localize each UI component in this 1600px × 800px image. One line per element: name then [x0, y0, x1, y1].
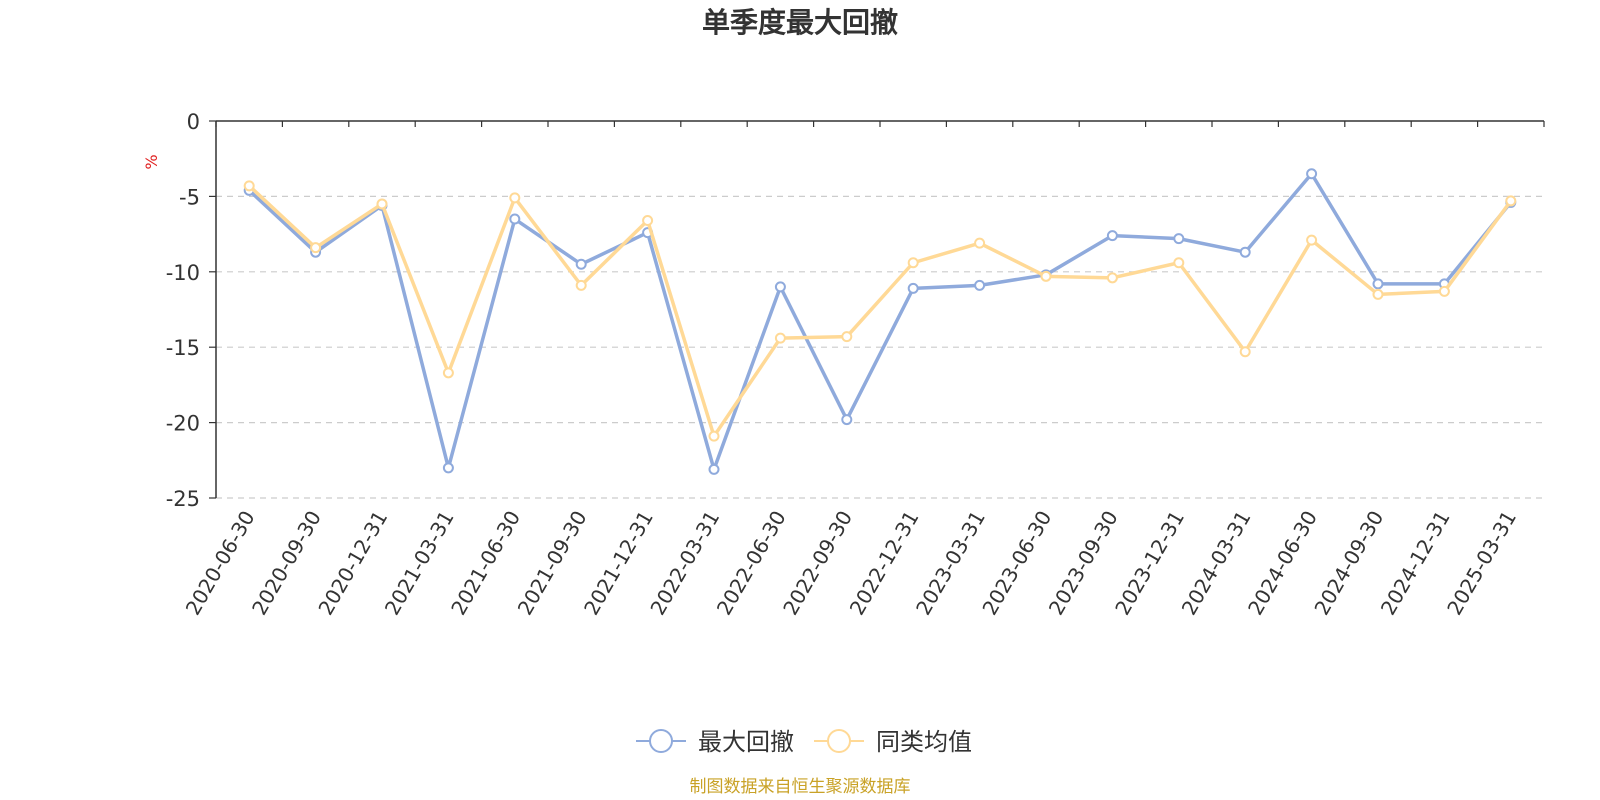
series-line: [248, 172, 1513, 472]
x-tick-label: 2023-09-30: [1044, 507, 1123, 620]
y-tick-label: -25: [166, 487, 200, 511]
legend-marker: [827, 729, 851, 753]
x-tick-label: 2022-09-30: [778, 507, 857, 620]
data-point[interactable]: [442, 462, 454, 474]
data-point[interactable]: [642, 215, 654, 227]
series-1: [243, 168, 1517, 475]
x-tick-label: 2022-12-31: [845, 507, 924, 620]
data-point[interactable]: [376, 198, 388, 210]
legend: 最大回撤 同类均值: [636, 728, 972, 756]
x-tick-label: 2023-03-31: [911, 507, 990, 620]
data-point[interactable]: [1173, 257, 1185, 269]
chart-title: 单季度最大回撤: [702, 6, 898, 39]
data-point[interactable]: [841, 331, 853, 343]
grid-lines: [216, 195, 1544, 499]
data-point[interactable]: [1239, 246, 1251, 258]
data-point[interactable]: [907, 257, 919, 269]
data-point[interactable]: [1239, 346, 1251, 358]
legend-label: 同类均值: [876, 728, 972, 756]
data-point[interactable]: [1040, 270, 1052, 282]
x-tick-label: 2021-06-30: [446, 507, 525, 620]
data-point[interactable]: [575, 279, 587, 291]
series-line: [248, 184, 1513, 438]
data-point[interactable]: [1372, 288, 1384, 300]
x-tick-label: 2020-12-31: [313, 507, 392, 620]
data-point[interactable]: [774, 332, 786, 344]
y-tick-label: -5: [179, 185, 200, 209]
series-2: [243, 180, 1517, 442]
x-tick-label: 2020-06-30: [181, 507, 260, 620]
x-tick-label: 2021-12-31: [579, 507, 658, 620]
x-tick-label: 2024-09-30: [1309, 507, 1388, 620]
x-tick-label: 2023-12-31: [1110, 507, 1189, 620]
y-tick-label: 0: [187, 110, 200, 134]
y-tick-label: -20: [166, 412, 200, 436]
x-tick-label: 2024-12-31: [1376, 507, 1455, 620]
legend-label: 最大回撤: [698, 728, 794, 756]
data-point[interactable]: [841, 414, 853, 426]
x-tick-label: 2023-06-30: [977, 507, 1056, 620]
legend-marker: [649, 729, 673, 753]
data-point[interactable]: [774, 281, 786, 293]
x-tick-label: 2020-09-30: [247, 507, 326, 620]
legend-item-2[interactable]: 同类均值: [814, 728, 972, 756]
x-tick-label: 2022-03-31: [645, 507, 724, 620]
x-tick-label: 2024-06-30: [1243, 507, 1322, 620]
data-point[interactable]: [575, 258, 587, 270]
data-point[interactable]: [1438, 285, 1450, 297]
y-axis-unit: %: [142, 154, 161, 169]
y-tick-label: -15: [166, 336, 200, 360]
data-point[interactable]: [509, 192, 521, 204]
axes: 0 -5 -10 -15 -20 -252020-06-302020-09-302020-…: [166, 110, 1545, 620]
x-tick-label: 2021-09-30: [513, 507, 592, 620]
data-point[interactable]: [1372, 278, 1384, 290]
data-point[interactable]: [1505, 195, 1517, 207]
data-point[interactable]: [974, 237, 986, 249]
data-point[interactable]: [907, 282, 919, 294]
series-lines: [243, 168, 1517, 475]
data-point[interactable]: [310, 242, 322, 254]
data-point[interactable]: [708, 430, 720, 442]
source-note: 制图数据来自恒生聚源数据库: [690, 777, 911, 797]
data-point[interactable]: [509, 213, 521, 225]
x-tick-label: 2021-03-31: [380, 507, 459, 620]
data-point[interactable]: [442, 367, 454, 379]
data-point[interactable]: [974, 279, 986, 291]
legend-item-1[interactable]: 最大回撤: [636, 728, 794, 756]
data-point[interactable]: [1173, 233, 1185, 245]
x-tick-label: 2024-03-31: [1177, 507, 1256, 620]
data-point[interactable]: [1306, 234, 1318, 246]
x-tick-label: 2022-06-30: [712, 507, 791, 620]
data-point[interactable]: [243, 180, 255, 192]
x-tick-label: 2025-03-31: [1442, 507, 1521, 620]
data-point[interactable]: [708, 463, 720, 475]
y-tick-label: -10: [166, 261, 200, 285]
data-point[interactable]: [1106, 230, 1118, 242]
data-point[interactable]: [1306, 168, 1318, 180]
data-point[interactable]: [1106, 272, 1118, 284]
